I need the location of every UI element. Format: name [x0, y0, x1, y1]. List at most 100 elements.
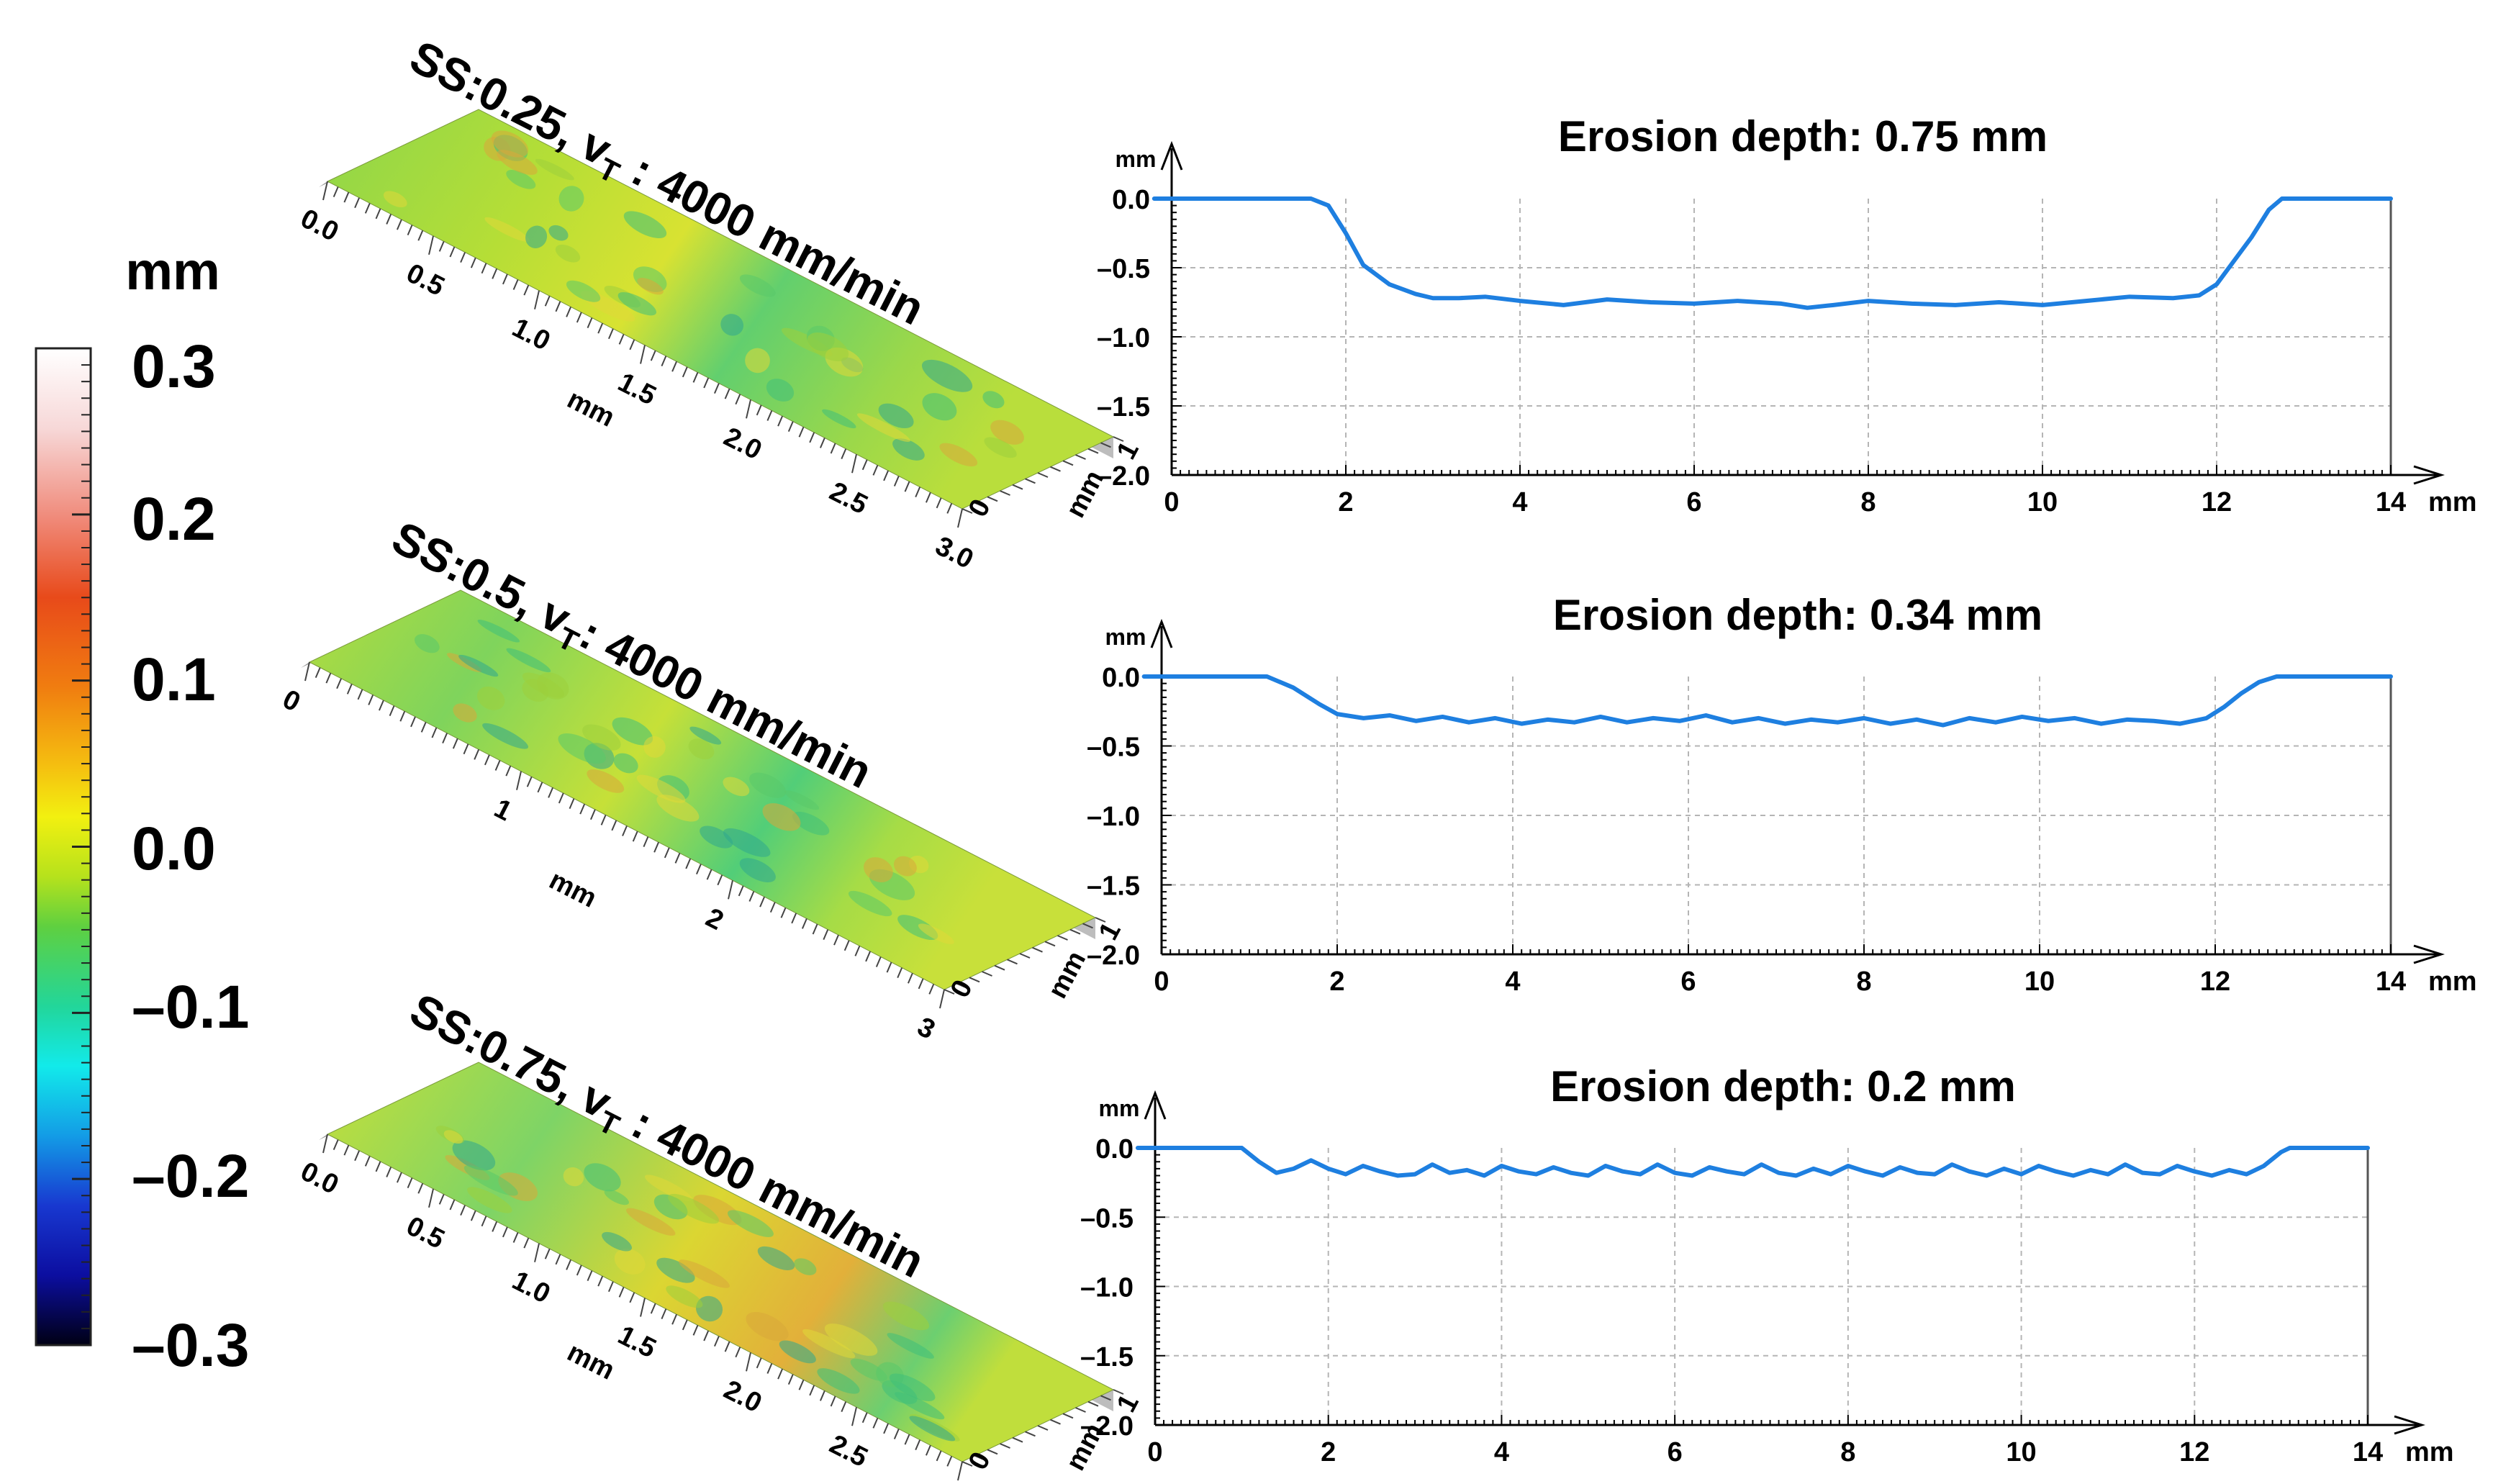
surface-texture-blob	[548, 225, 569, 241]
surface-x-tick	[396, 219, 402, 230]
surface-texture-blob	[668, 1193, 720, 1224]
surface-x-tick	[597, 1275, 604, 1287]
profile-line	[1135, 1146, 2370, 1178]
surface-x-tick	[449, 1199, 456, 1211]
surface-x-tick	[336, 678, 343, 689]
surface-texture-blob	[555, 244, 581, 263]
surface-x-tick	[653, 841, 660, 853]
colorbar-label: 0.1	[132, 646, 216, 713]
surface-x-tick	[819, 438, 825, 448]
surface-x-tick	[566, 1259, 572, 1270]
surface-x-tick	[883, 470, 890, 481]
surface-x-tick	[643, 836, 649, 848]
chart-title: Erosion depth: 0.2 mm	[1550, 1062, 2016, 1110]
surface-x-tick	[576, 1264, 582, 1276]
surface-x-tick	[787, 1374, 794, 1385]
surface-x-tick	[724, 388, 730, 399]
surface-texture-blob	[848, 890, 892, 917]
surface-texture-blob	[695, 1295, 723, 1322]
surface-x-tick	[936, 1450, 942, 1462]
surface-x-tick	[442, 733, 448, 743]
x-axis-label: mm	[2405, 1437, 2454, 1467]
surface-texture-blob	[558, 733, 606, 764]
y-axis-arrow	[1144, 1090, 1167, 1120]
surface-texture-blob	[887, 1333, 934, 1359]
surface-x-tick	[851, 1406, 857, 1426]
surface-x-tick	[566, 307, 572, 317]
surface-y-tick	[969, 977, 980, 983]
surface-x-tick	[777, 415, 784, 427]
colorbar-label: –0.2	[132, 1142, 250, 1210]
x-tick-label: 14	[2353, 1437, 2383, 1467]
surface-texture-blob	[458, 654, 499, 677]
surface-texture-blob	[982, 391, 1005, 409]
surface-x-tick	[915, 1439, 921, 1451]
surface-texture-blob	[604, 1189, 629, 1205]
surface-x-tick	[375, 208, 381, 220]
y-tick-label: 0.0	[1102, 663, 1140, 693]
surface-x-tick-label: 0	[278, 684, 305, 718]
colorbar-unit: mm	[125, 241, 220, 301]
surface-y-tick	[974, 502, 985, 508]
surface-x-tick	[428, 235, 434, 255]
surface-x-tick	[801, 918, 807, 929]
colorbar-label: –0.1	[132, 973, 250, 1041]
surface-x-tick	[671, 361, 678, 372]
y-axis-arrow	[1160, 140, 1183, 171]
surface-x-tick-label: 1.0	[507, 312, 555, 356]
surface-x-tick	[481, 263, 487, 274]
surface-x-tick	[946, 1456, 953, 1467]
surface-x-tick	[957, 1461, 963, 1481]
surface-x-tick	[607, 1281, 614, 1293]
surface-x-tick	[558, 792, 564, 804]
surface-texture-blob	[453, 703, 477, 723]
surface-texture-blob	[882, 1301, 930, 1331]
chart-title: Erosion depth: 0.34 mm	[1553, 591, 2042, 639]
surface-x-tick	[629, 1292, 635, 1303]
surface-y-tick	[1062, 460, 1074, 466]
surface-y-tick	[1062, 1413, 1074, 1419]
colorbar-label: –0.3	[132, 1311, 250, 1379]
surface-x-tick	[494, 760, 501, 771]
surface-y-tick	[1069, 928, 1081, 935]
surface-texture-blob	[497, 150, 538, 176]
surface-x-tick	[661, 1308, 667, 1320]
y-tick-label: –1.0	[1080, 1273, 1134, 1303]
surface-x-tick	[664, 847, 670, 859]
surface-x-tick	[812, 923, 818, 935]
surface-x-tick	[640, 1298, 646, 1317]
surface-y-tick	[1025, 1431, 1036, 1437]
surface-texture-blob	[918, 923, 954, 944]
surface-x-tick	[354, 1150, 361, 1162]
surface-x-tick	[534, 290, 540, 309]
surface-x-tick	[883, 1423, 890, 1434]
surface-x-tick	[875, 956, 882, 967]
surface-x-axis-label: mm	[562, 1337, 619, 1386]
surface-x-tick	[399, 710, 406, 722]
surface-y-tick	[1000, 490, 1010, 496]
surface-texture-blob	[644, 1175, 692, 1201]
surface-y-tick	[1075, 1407, 1086, 1413]
surface-texture-blob	[484, 217, 530, 242]
surface-x-tick-label: 0.5	[402, 1211, 449, 1254]
x-tick-label: 0	[1147, 1437, 1162, 1467]
x-axis-arrow	[2413, 944, 2445, 964]
surface-x-tick	[304, 661, 310, 682]
y-tick-label: 0.0	[1112, 185, 1150, 215]
colorbar-label: 0.3	[132, 332, 216, 400]
surface-x-tick	[449, 246, 456, 258]
x-tick-label: 6	[1668, 1437, 1683, 1467]
surface-texture-blob	[892, 438, 925, 461]
surface-x-tick	[939, 989, 945, 1009]
surface-y-tick	[1050, 466, 1061, 472]
x-tick-label: 8	[1856, 967, 1871, 997]
surface-x-tick	[904, 1434, 910, 1445]
surface-texture-blob	[582, 724, 621, 751]
surface-y-tick	[987, 496, 998, 502]
surface-y-tick	[1032, 946, 1043, 953]
surface-x-tick	[600, 814, 607, 825]
surface-texture-blob	[739, 274, 776, 297]
surface-x-tick	[325, 672, 332, 684]
surface-texture-blob	[558, 186, 584, 212]
